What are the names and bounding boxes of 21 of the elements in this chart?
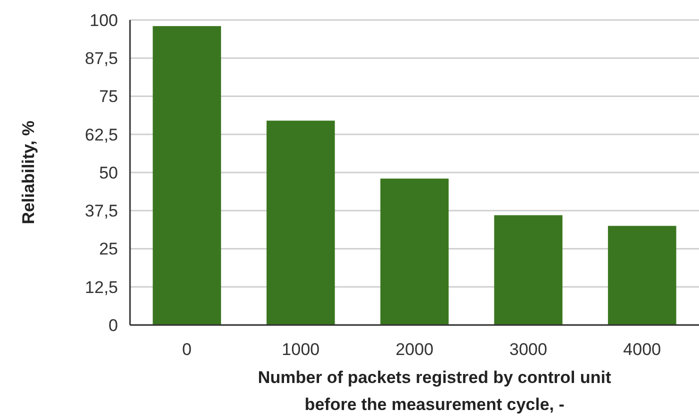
y-tick-label: 50 [99, 163, 118, 182]
bar [608, 226, 676, 325]
y-tick-label: 100 [90, 10, 118, 30]
y-tick-label: 25 [99, 240, 118, 259]
bar [494, 215, 562, 325]
y-tick-label: 37,5 [84, 202, 118, 221]
y-tick-label: 12,5 [84, 278, 118, 297]
y-tick-label: 0 [108, 316, 118, 335]
y-axis-title: Reliability, % [19, 120, 38, 224]
y-tick-label: 87,5 [84, 49, 118, 68]
x-tick-label: 3000 [509, 340, 548, 359]
y-tick-label: 62,5 [84, 125, 118, 144]
x-tick-label: 0 [182, 340, 192, 359]
x-tick-label: 1000 [282, 340, 320, 359]
x-axis-title: Number of packets registred by control unit before the measurement cycle, - [258, 368, 612, 414]
bar [380, 178, 449, 325]
x-tick-label: 2000 [396, 340, 434, 359]
y-tick-label: 75 [99, 87, 118, 106]
x-tick-label: 4000 [623, 340, 662, 359]
bar [152, 26, 222, 325]
bar [266, 120, 335, 325]
